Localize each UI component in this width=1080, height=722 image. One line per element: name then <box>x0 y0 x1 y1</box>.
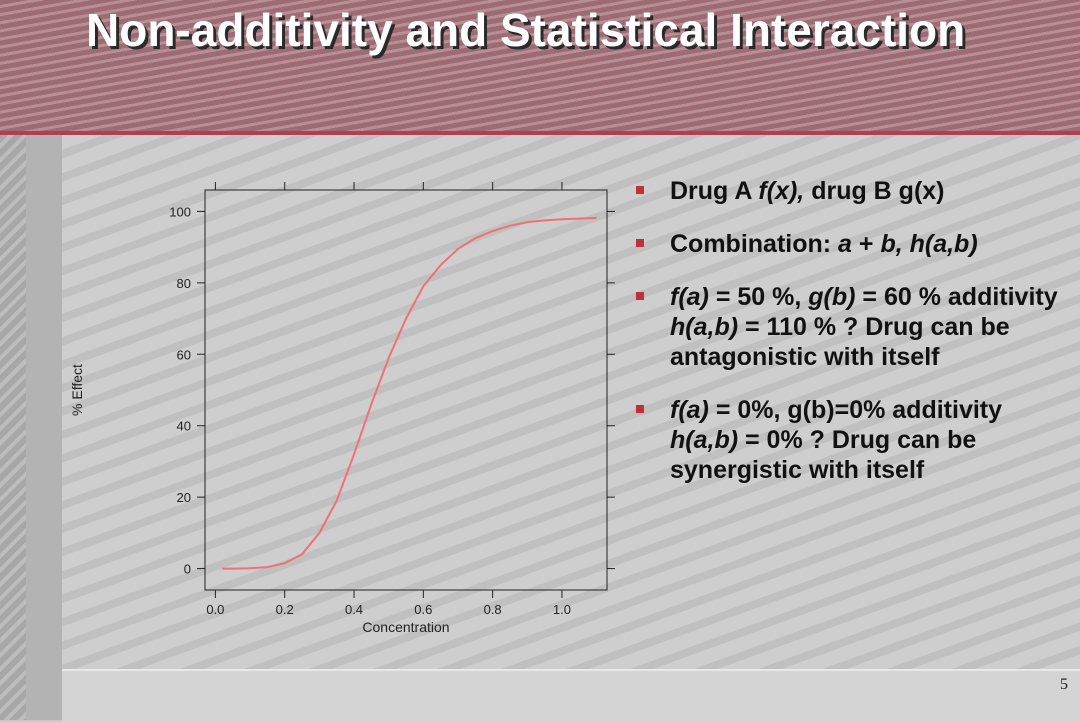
bullet-text: = 50 %, <box>708 283 809 311</box>
x-tick-label: 1.0 <box>553 602 571 617</box>
bullet-item: Combination: a + b, h(a,b) <box>634 229 1074 259</box>
bullet-text: = 60 % additivity <box>855 283 1058 311</box>
bullet-item: f(a) = 50 %, g(b) = 60 % additivity h(a,… <box>634 282 1074 372</box>
left-decorative-bar-inner <box>26 135 62 720</box>
x-tick-label: 0.8 <box>484 602 502 617</box>
x-tick-label: 0.0 <box>206 602 224 617</box>
bullet-text-italic: g(b) <box>808 283 856 311</box>
slide-content-area <box>62 135 1080 669</box>
series-line <box>222 216 597 570</box>
y-tick-label: 20 <box>177 490 191 505</box>
sigmoid-chart: 0.0 0.2 0.4 0.6 0.8 1.0 0 20 40 60 80 100 Concentrat… <box>69 182 615 635</box>
bullet-square-icon <box>636 292 644 300</box>
y-tick-label: 60 <box>177 347 191 362</box>
bottom-strip <box>62 669 1080 722</box>
bullet-text: = 0%, g(b)=0% additivity <box>708 396 1003 424</box>
bullet-text: Drug A <box>670 177 759 205</box>
bullet-text-italic: f(a) <box>670 396 709 424</box>
bullet-text-italic: f(a) <box>670 283 709 311</box>
bullet-square-icon <box>636 186 644 194</box>
bullet-text-italic: h(a,b) <box>670 426 739 454</box>
bullet-text-italic: f(x), <box>758 177 805 205</box>
bullet-square-icon <box>636 239 644 247</box>
bullet-square-icon <box>636 405 644 413</box>
x-axis-label: Concentration <box>362 619 449 635</box>
bullet-text: = 0% ? Drug can be synergistic with itse… <box>670 426 977 484</box>
x-tick-label: 0.6 <box>414 602 432 617</box>
bullet-text-italic: a <box>838 230 852 258</box>
bullet-item: f(a) = 0%, g(b)=0% additivity h(a,b) = 0… <box>634 395 1074 485</box>
bullet-text: + <box>851 230 881 258</box>
y-tick-label: 0 <box>184 562 191 577</box>
x-tick-label: 0.2 <box>276 602 294 617</box>
y-tick-label: 80 <box>177 276 191 291</box>
y-axis-label: % Effect <box>69 364 85 416</box>
bullet-text: drug B g(x) <box>804 177 945 205</box>
plot-frame <box>204 189 608 591</box>
bullet-text-italic: h(a,b) <box>670 313 739 341</box>
bullet-text-italic: b, h(a,b) <box>880 230 978 258</box>
y-tick-label: 100 <box>169 204 191 219</box>
bullet-text: Combination: <box>670 230 839 258</box>
bullet-list: Drug A f(x), drug B g(x) Combination: a +… <box>634 176 1074 508</box>
bullet-text: = 110 % ? Drug can be antagonistic with … <box>670 313 1010 371</box>
title-banner: Non-additivity and Statistical Interacti… <box>0 0 1080 135</box>
page-number: 5 <box>1060 676 1068 693</box>
slide-title: Non-additivity and Statistical Interacti… <box>86 4 966 56</box>
bullet-item: Drug A f(x), drug B g(x) <box>634 176 1074 206</box>
x-tick-label: 0.4 <box>345 602 363 617</box>
y-tick-label: 40 <box>177 419 191 434</box>
